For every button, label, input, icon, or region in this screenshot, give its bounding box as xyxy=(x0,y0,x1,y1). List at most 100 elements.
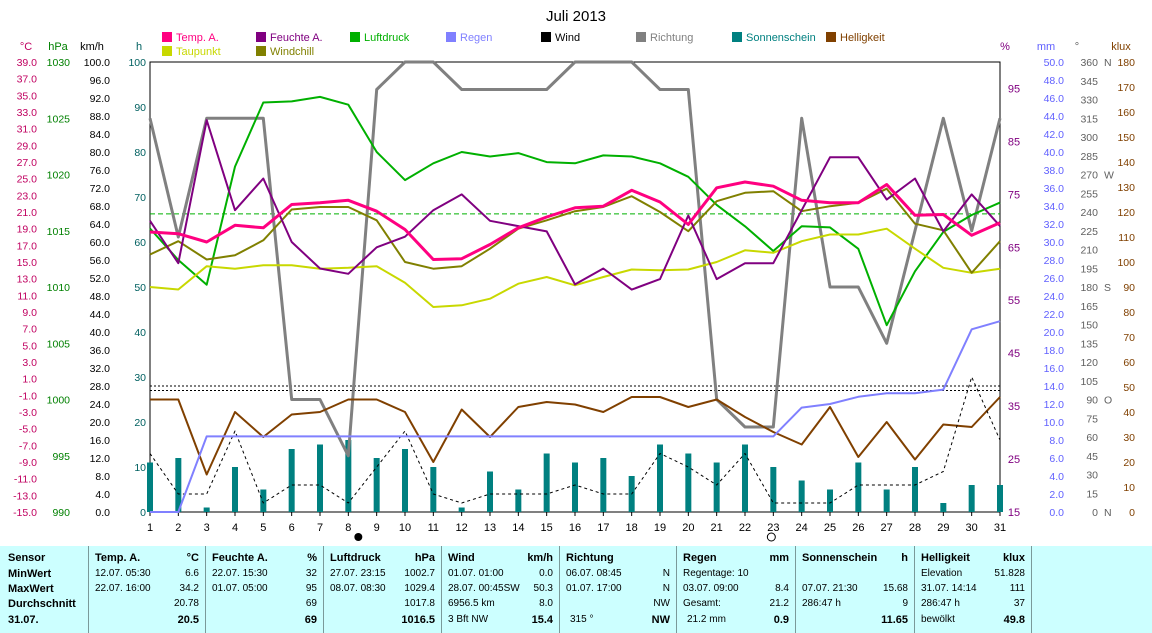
temp-tick-4: 33.0 xyxy=(17,107,38,119)
hum-tick-2: 85 xyxy=(1008,136,1020,148)
temp-avg: 20.78 xyxy=(173,598,199,609)
temp-tick-27: -13.0 xyxy=(13,490,37,502)
dir-tick-25: 0 xyxy=(1092,507,1098,519)
legend-swatch-3 xyxy=(350,32,360,42)
legend-label-8: Helligkeit xyxy=(840,32,885,44)
sun-total: 286:47 h xyxy=(802,598,841,609)
sun-tick-5: 60 xyxy=(134,237,146,249)
temp-tick-5: 31.0 xyxy=(17,124,38,136)
x-tick-label-19: 19 xyxy=(654,522,666,534)
rain-unit: mm xyxy=(769,552,789,564)
sunshine-bar-31 xyxy=(997,485,1003,512)
dir-letter-1: N xyxy=(1104,57,1112,69)
temp-tick-20: 1.0 xyxy=(22,374,37,386)
hum-min-time: 22.07. 15:30 xyxy=(212,568,268,579)
dir-tick-23: 30 xyxy=(1086,470,1098,482)
x-tick-label-24: 24 xyxy=(796,522,808,534)
lux-tick-15: 40 xyxy=(1123,407,1135,419)
temp-today: 20.5 xyxy=(177,614,199,626)
dir-tick-8: 255 xyxy=(1080,188,1098,200)
series-line-temp-a xyxy=(149,180,1001,261)
lux-tick-16: 30 xyxy=(1123,432,1135,444)
dir-today: NW xyxy=(651,614,670,626)
temp-tick-21: -1.0 xyxy=(19,390,37,402)
label-minwert: MinWert xyxy=(8,568,52,580)
rain-tick-10: 32.0 xyxy=(1044,219,1065,231)
hum-unit: % xyxy=(307,552,317,564)
x-tick-label-22: 22 xyxy=(739,522,751,534)
press-min-time: 27.07. 23:15 xyxy=(330,568,386,579)
hum-min: 32 xyxy=(305,568,317,579)
rain-tick-17: 18.0 xyxy=(1044,345,1065,357)
sunshine-bar-10 xyxy=(402,449,408,512)
sunshine-bar-27 xyxy=(883,489,890,512)
x-tick-label-1: 1 xyxy=(147,522,153,534)
rain-tick-16: 20.0 xyxy=(1044,327,1065,339)
dir-title: Richtung xyxy=(566,552,614,564)
label-durchschnitt: Durchschnitt xyxy=(8,598,76,610)
press-today: 1016.5 xyxy=(401,614,435,626)
x-tick-label-9: 9 xyxy=(374,522,380,534)
legend-swatch-9 xyxy=(162,46,172,56)
wind-tick-20: 24.0 xyxy=(90,399,111,411)
x-tick-label-12: 12 xyxy=(456,522,468,534)
x-tick-label-21: 21 xyxy=(711,522,723,534)
lux-max-time: 31.07. 14:14 xyxy=(921,583,977,594)
temp-tick-26: -11.0 xyxy=(14,474,37,486)
sun-tick-1: 100 xyxy=(128,57,146,69)
legend-label-10: Windchill xyxy=(270,46,314,58)
x-tick-label-2: 2 xyxy=(175,522,181,534)
lux-tick-11: 80 xyxy=(1123,307,1135,319)
legend-swatch-4 xyxy=(446,32,456,42)
wind-tick-1: 100.0 xyxy=(84,57,110,69)
temp-tick-2: 37.0 xyxy=(17,74,38,86)
wind-tick-11: 60.0 xyxy=(90,237,111,249)
wind-title: Wind xyxy=(448,552,475,564)
wind-tick-14: 48.0 xyxy=(90,291,111,303)
temp-tick-7: 27.0 xyxy=(17,157,38,169)
dir-tick-5: 300 xyxy=(1080,132,1098,144)
lux-tick-19: 0 xyxy=(1129,507,1135,519)
wind-tick-19: 28.0 xyxy=(90,381,111,393)
x-tick-label-6: 6 xyxy=(289,522,295,534)
legend-label-6: Richtung xyxy=(650,32,693,44)
rain-tick-2: 48.0 xyxy=(1044,75,1065,87)
x-tick-label-30: 30 xyxy=(966,522,978,534)
rain-tick-6: 40.0 xyxy=(1044,147,1065,159)
legend-label-4: Regen xyxy=(460,32,492,44)
legend-swatch-5 xyxy=(541,32,551,42)
press-max-time: 08.07. 08:30 xyxy=(330,583,386,594)
lux-tick-14: 50 xyxy=(1123,382,1135,394)
press-avg: 1017.8 xyxy=(404,598,435,609)
stats-rain: Regen mm Regentage: 10 03.07. 09:00 8.4 Ge… xyxy=(676,546,795,633)
hum-tick-9: 15 xyxy=(1008,507,1020,519)
lux-tick-6: 130 xyxy=(1117,182,1135,194)
sun-max-time: 07.07. 21:30 xyxy=(802,583,858,594)
sun-tick-4: 70 xyxy=(134,192,146,204)
rain-tick-21: 10.0 xyxy=(1044,417,1065,429)
temp-tick-24: -7.0 xyxy=(19,440,37,452)
wind-tick-22: 16.0 xyxy=(90,435,111,447)
dir-tick-20: 75 xyxy=(1086,413,1098,425)
temp-tick-23: -5.0 xyxy=(19,424,37,436)
wind-tick-24: 8.0 xyxy=(95,471,110,483)
legend-swatch-2 xyxy=(256,32,266,42)
x-tick-label-26: 26 xyxy=(852,522,864,534)
x-tick-label-31: 31 xyxy=(994,522,1006,534)
sunshine-bar-6 xyxy=(288,449,295,512)
press-tick-3: 1020 xyxy=(47,170,71,182)
wind-max: 50.3 xyxy=(533,583,553,594)
wind-tick-9: 68.0 xyxy=(90,201,111,213)
temp-min-time: 12.07. 05:30 xyxy=(95,568,151,579)
temp-tick-9: 23.0 xyxy=(17,190,38,202)
lux-avg: 37 xyxy=(1013,598,1025,609)
dir-tick-2: 345 xyxy=(1080,76,1098,88)
legend-label-5: Wind xyxy=(555,32,580,44)
wind-min: 0.0 xyxy=(539,568,553,579)
wind-max-time: 28.07. 00:45SW xyxy=(448,583,520,594)
rain-tick-20: 12.0 xyxy=(1044,399,1065,411)
sun-today: 11.65 xyxy=(881,614,908,626)
dir-tick-4: 315 xyxy=(1080,113,1098,125)
press-tick-5: 1010 xyxy=(47,282,71,294)
wind-tick-4: 88.0 xyxy=(90,111,111,123)
